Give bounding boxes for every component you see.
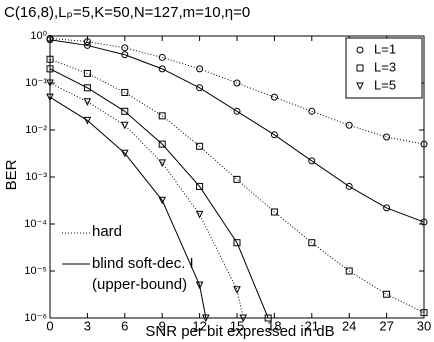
marker [83,98,92,106]
marker [308,107,316,115]
marker [120,149,129,158]
marker [356,64,364,72]
marker [158,159,167,167]
marker [121,44,129,52]
marker [196,84,204,92]
x-tick-label: 21 [305,318,319,333]
x-tick-label: 12 [192,318,206,333]
marker [196,182,204,190]
marker [158,65,166,73]
marker [270,93,278,101]
marker [345,182,353,190]
chart-title: C(16,8),Lₚ=5,K=50,N=127,m=10,η=0 [4,4,250,21]
marker [120,121,129,130]
marker [233,107,241,115]
marker [83,69,91,77]
annotation: (upper-bound) [92,276,187,293]
y-tick-label: 10⁻⁵ [24,265,47,277]
marker [83,38,91,46]
marker [195,281,204,290]
series-line [49,96,207,319]
marker [158,140,166,148]
marker [345,267,353,275]
marker [46,55,54,63]
marker [383,290,391,298]
x-tick-label: 30 [417,318,431,333]
y-tick-label: 10⁻¹ [25,77,47,89]
legend-label: L=5 [374,77,396,92]
marker [46,65,54,73]
marker [420,140,428,148]
marker [83,41,91,49]
marker [46,79,54,88]
x-tick-label: 9 [159,318,166,333]
marker [158,112,166,120]
x-tick-label: 0 [46,318,53,333]
series-line [49,68,269,319]
x-tick-label: 6 [121,318,128,333]
marker [383,133,391,141]
y-axis-label: BER [3,159,20,190]
marker [158,53,166,61]
marker [121,88,129,96]
y-tick-label: 10⁰ [30,30,47,42]
marker [383,204,391,212]
x-tick-label: 3 [84,318,91,333]
series-line [49,39,425,223]
marker [356,46,364,54]
x-tick-label: 15 [230,318,244,333]
marker [202,314,210,323]
marker [270,131,278,139]
marker [233,79,241,87]
marker [196,142,204,150]
marker [121,51,129,59]
marker [356,82,364,91]
marker [233,175,241,183]
y-tick-label: 10⁻³ [25,171,47,183]
marker [308,239,316,247]
marker [158,196,167,205]
marker [308,157,316,165]
annotation: hard [92,223,122,240]
marker [83,116,92,125]
marker [233,286,241,294]
y-tick-label: 10⁻⁶ [24,312,47,324]
marker [46,93,54,102]
marker [345,121,353,129]
marker [420,218,428,226]
legend-box [345,37,423,99]
marker [270,208,278,216]
marker [195,210,204,219]
marker [233,239,241,247]
x-tick-label: 24 [342,318,356,333]
marker [121,107,129,115]
marker [420,309,428,317]
x-axis-label: SNR per bit expressed in dB [145,323,334,340]
x-tick-label: 18 [267,318,281,333]
legend-label: L=1 [374,41,396,56]
marker [196,65,204,73]
legend-label: L=3 [374,59,396,74]
marker [83,84,91,92]
x-tick-label: 27 [379,318,393,333]
marker [46,36,54,44]
annotation: blind soft-dec. I [92,255,194,272]
y-tick-label: 10⁻⁴ [24,218,47,230]
y-tick-label: 10⁻² [25,124,47,136]
marker [264,314,272,322]
marker [239,314,248,323]
